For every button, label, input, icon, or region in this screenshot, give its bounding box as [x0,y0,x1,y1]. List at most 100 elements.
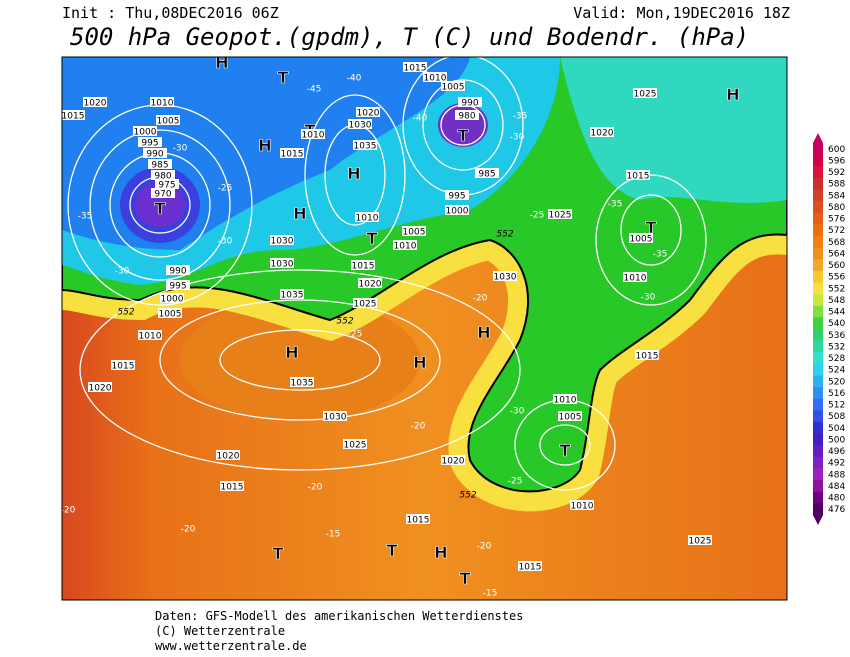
pressure-label: 1020 [442,457,465,467]
footer-copyright: (C) Wetterzentrale [155,624,285,638]
temperature-label: -40 [413,114,428,124]
temperature-label: -15 [326,530,341,540]
temperature-label: -30 [510,133,525,143]
pressure-centre: H [215,53,228,72]
colorbar-swatch [813,201,823,214]
pressure-label-box [270,235,294,245]
pressure-label: 1025 [354,300,377,310]
colorbar-swatch [813,154,823,167]
colorbar-label: 524 [828,366,845,376]
pressure-label: 1005 [442,83,465,93]
colorbar-label: 576 [828,215,845,225]
pressure-label: 1005 [157,117,180,127]
pressure-label-box [166,280,190,290]
pressure-label-box [629,233,653,243]
colorbar-swatch [813,329,823,342]
pressure-label-box [151,170,175,180]
colorbar-swatch [813,456,823,469]
pressure-label: 1015 [221,483,244,493]
pressure-label: 995 [169,282,186,292]
pressure-centre: T [458,126,469,145]
colorbar-label: 580 [828,203,845,213]
colorbar-swatch [813,387,823,400]
pressure-label: 980 [154,172,171,182]
pressure-label: 975 [158,181,175,191]
pressure-centre: T [273,544,284,563]
colorbar-label: 564 [828,249,845,259]
pressure-label-box [623,272,647,282]
pressure-label-box [151,188,175,198]
colorbar-swatch [813,503,823,516]
colorbar-swatch [813,177,823,190]
pressure-label: 1015 [352,262,375,272]
pressure-label-box [301,129,325,139]
pressure-label-box [626,170,650,180]
colorbar-swatch [813,398,823,411]
pressure-label: 1010 [571,502,594,512]
colorbar-swatch [813,422,823,435]
temperature-label: -15 [483,589,498,599]
pressure-label-box [150,97,174,107]
pressure-label-box [590,127,614,137]
colorbar-label: 572 [828,226,845,236]
colorbar-label: 496 [828,447,845,457]
pressure-label: 1030 [494,273,517,283]
pressure-label-box [458,97,482,107]
pressure-label-box [323,411,347,421]
pressure-centre: T [387,541,398,560]
pressure-label: 1005 [403,228,426,238]
colorbar-swatch [813,363,823,376]
colorbar-swatch [813,317,823,330]
map-title: 500 hPa Geopot.(gpdm), T (C) und Bodendr… [70,23,749,51]
pressure-label-box [88,382,112,392]
pressure-label-box [423,72,447,82]
pressure-label-box [475,168,499,178]
colorbar-label: 548 [828,296,845,306]
pressure-label-box [351,260,375,270]
pressure-label: 1025 [634,90,657,100]
temperature-label: -30 [218,237,233,247]
pressure-label-box [393,240,417,250]
pressure-label: 985 [151,161,168,171]
temperature-label: -35 [653,250,668,260]
pressure-label: 1035 [354,142,377,152]
pressure-label-box [441,81,465,91]
pressure-centre: H [434,543,447,562]
temperature-label: -20 [473,294,488,304]
map-frame [61,56,788,601]
pressure-label: 1000 [134,128,157,138]
colorbar-swatch [813,445,823,458]
pressure-label-box [62,110,85,120]
pressure-label: 985 [478,170,495,180]
colorbar-swatch [813,340,823,353]
pressure-centre: H [347,164,360,183]
pressure-label: 1030 [349,121,372,131]
pressure-label-box [156,115,180,125]
colorbar-label: 560 [828,261,845,271]
colorbar-label: 540 [828,319,845,329]
colorbar-swatch [813,236,823,249]
pressure-label: 1035 [281,291,304,301]
colorbar-swatch [813,270,823,283]
pressure-label-box [111,360,135,370]
colorbar-label: 536 [828,331,845,341]
pressure-label: 1015 [281,150,304,160]
pressure-label-box [290,377,314,387]
temperature-label: -40 [347,74,362,84]
colorbar-label: 592 [828,168,845,178]
pressure-label: 1010 [151,99,174,109]
map: TTTTTTTTTTHHHHHHHHH102010151010100510009… [62,53,787,600]
pressure-label-box [216,450,240,460]
pressure-centre: H [726,85,739,104]
colorbar-swatch [813,480,823,493]
pressure-label: 1025 [689,537,712,547]
pressure-label-box [570,500,594,510]
pressure-label: 1010 [356,214,379,224]
colorbar-label: 492 [828,459,845,469]
pressure-label-box [493,271,517,281]
pressure-label: 1005 [630,235,653,245]
colorbar-swatch [813,491,823,504]
pressure-centre: H [413,353,426,372]
pressure-label-box [83,97,107,107]
